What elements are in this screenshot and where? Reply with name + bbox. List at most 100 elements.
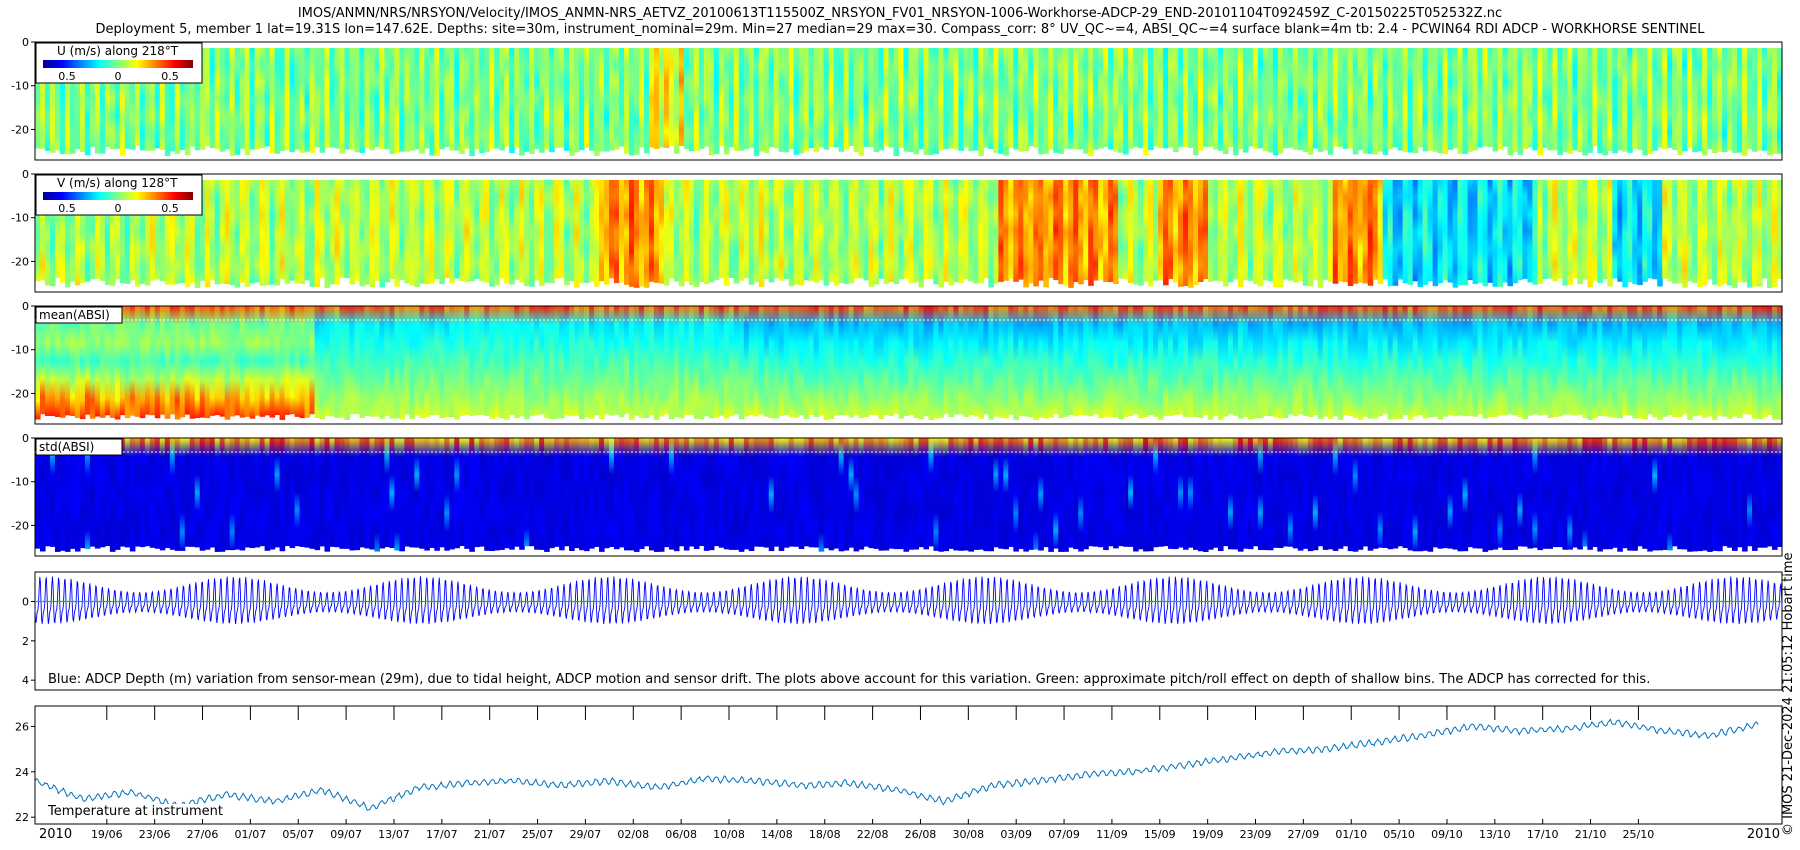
heatmap-column	[1407, 438, 1414, 551]
heatmap-column	[1727, 180, 1733, 286]
heatmap-column	[963, 306, 969, 417]
heatmap-column	[1252, 306, 1259, 419]
heatmap-column	[1247, 180, 1254, 281]
heatmap-column	[1477, 306, 1484, 415]
heatmap-column	[1048, 306, 1054, 418]
heatmap-column	[584, 48, 590, 148]
depth-annotation: Blue: ADCP Depth (m) variation from sens…	[48, 672, 1651, 687]
heatmap-column	[54, 180, 61, 279]
heatmap-column	[638, 306, 645, 418]
heatmap-column	[329, 180, 336, 285]
heatmap-column	[1697, 438, 1703, 552]
heatmap-column	[269, 48, 276, 154]
heatmap-column	[1242, 48, 1249, 153]
heatmap-column	[978, 438, 984, 550]
heatmap-column	[953, 48, 960, 150]
heatmap-column	[1587, 180, 1593, 288]
heatmap-column	[104, 438, 111, 547]
heatmap-column	[1207, 180, 1214, 282]
heatmap-column	[344, 306, 351, 420]
heatmap-column	[474, 180, 480, 279]
panel-label: mean(ABSI)	[39, 308, 110, 322]
heatmap-column	[309, 306, 316, 415]
heatmap-column	[404, 438, 410, 547]
heatmap-column	[374, 306, 381, 417]
heatmap-column	[474, 438, 480, 548]
heatmap-column	[798, 48, 805, 154]
heatmap-column	[584, 306, 590, 418]
heatmap-column	[1632, 438, 1638, 551]
heatmap-column	[1682, 48, 1688, 152]
heatmap-column	[1267, 306, 1274, 417]
heatmap-column	[628, 48, 635, 156]
heatmap-column	[584, 180, 590, 283]
heatmap-column	[788, 306, 795, 418]
heatmap-column	[129, 306, 136, 416]
heatmap-column	[778, 438, 785, 551]
heatmap-column	[594, 306, 600, 416]
heatmap-column	[1742, 306, 1748, 415]
heatmap-column	[514, 180, 520, 280]
heatmap-column	[1652, 48, 1658, 151]
heatmap-column	[269, 306, 276, 418]
heatmap-column	[933, 48, 940, 154]
heatmap-column	[1163, 306, 1169, 416]
heatmap-column	[1622, 438, 1628, 549]
heatmap-column	[144, 306, 151, 415]
heatmap-column	[1702, 438, 1708, 551]
heatmap-column	[1592, 180, 1598, 282]
heatmap-column	[1083, 48, 1089, 154]
heatmap-column	[1262, 438, 1269, 551]
heatmap-column	[1183, 438, 1189, 550]
heatmap-column	[1422, 180, 1429, 285]
heatmap-column	[868, 306, 875, 415]
heatmap-column	[129, 438, 136, 552]
heatmap-column	[1492, 180, 1499, 287]
heatmap-column	[139, 48, 146, 151]
heatmap-column	[94, 48, 101, 154]
heatmap-column	[778, 48, 785, 152]
heatmap-column	[638, 180, 645, 287]
heatmap-column	[79, 306, 86, 420]
heatmap-column	[1562, 438, 1568, 550]
heatmap-column	[1402, 180, 1409, 284]
heatmap-column	[334, 180, 341, 285]
heatmap-column	[1747, 306, 1753, 415]
heatmap-column	[1457, 306, 1464, 416]
x-tick-label: 19/06	[91, 828, 123, 841]
heatmap-column	[414, 48, 420, 150]
heatmap-column	[1642, 438, 1648, 549]
heatmap-column	[1692, 306, 1698, 417]
heatmap-column	[329, 438, 336, 547]
heatmap-column	[499, 48, 505, 151]
heatmap-column	[1442, 180, 1449, 281]
heatmap-column	[1412, 180, 1419, 282]
heatmap-column	[1242, 438, 1249, 549]
heatmap-column	[599, 48, 605, 152]
heatmap-column	[733, 438, 740, 550]
heatmap-column	[149, 438, 156, 548]
heatmap-column	[289, 306, 296, 415]
heatmap-column	[1297, 48, 1304, 151]
heatmap-column	[614, 48, 620, 150]
heatmap-column	[1652, 438, 1658, 551]
heatmap-column	[99, 438, 106, 548]
heatmap-column	[1622, 180, 1628, 288]
heatmap-column	[1292, 438, 1299, 549]
x-tick-label: 18/08	[809, 828, 841, 841]
heatmap-column	[1282, 306, 1289, 419]
heatmap-column	[963, 438, 969, 551]
heatmap-column	[1198, 48, 1204, 151]
heatmap-column	[648, 48, 655, 148]
heatmap-column	[1028, 438, 1034, 550]
heatmap-column	[668, 306, 675, 420]
heatmap-column	[813, 438, 820, 548]
heatmap-column	[1522, 438, 1529, 547]
heatmap-column	[1287, 438, 1294, 547]
heatmap-column	[763, 438, 770, 548]
heatmap-column	[1123, 48, 1129, 155]
heatmap-column	[1237, 48, 1244, 150]
heatmap-column	[1013, 306, 1019, 420]
heatmap-column	[1737, 306, 1743, 418]
y-tick-label: 22	[15, 811, 29, 824]
